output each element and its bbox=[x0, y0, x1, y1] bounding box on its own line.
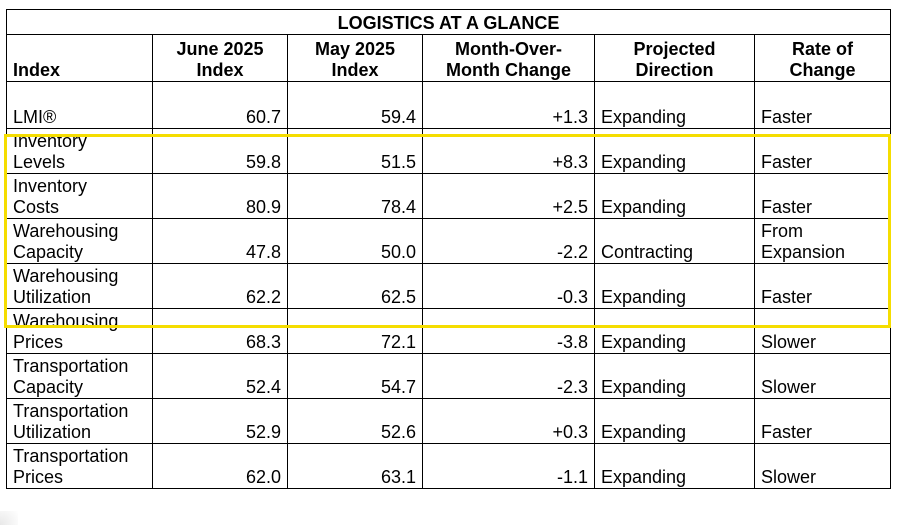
row-change-value: -3.8 bbox=[422, 308, 595, 354]
row-june-value: 47.8 bbox=[152, 218, 288, 264]
header-may-line2: Index bbox=[331, 60, 379, 80]
table-row: Transportation Utilization 52.9 52.6 +0.… bbox=[6, 398, 892, 444]
row-may-value: 62.5 bbox=[287, 263, 423, 309]
header-index: Index bbox=[6, 34, 153, 82]
corner-shadow bbox=[0, 511, 18, 525]
header-rate-line1: Rate of bbox=[792, 39, 854, 59]
row-index-name: LMI® bbox=[6, 81, 153, 129]
header-mom-line2: Month Change bbox=[446, 60, 571, 80]
row-rate: Slower bbox=[753, 353, 892, 399]
row-may-value: 51.5 bbox=[287, 128, 423, 174]
header-june-line1: June 2025 bbox=[176, 39, 264, 59]
row-direction: Expanding bbox=[594, 398, 755, 444]
row-direction: Expanding bbox=[594, 263, 755, 309]
header-direction: Projected Direction bbox=[594, 34, 755, 82]
row-direction: Expanding bbox=[594, 353, 755, 399]
row-change-value: +8.3 bbox=[422, 128, 595, 174]
row-june-value: 52.4 bbox=[152, 353, 288, 399]
logistics-table: LOGISTICS AT A GLANCE Index June 2025 In… bbox=[5, 9, 892, 489]
row-direction: Expanding bbox=[594, 81, 755, 129]
row-rate: Faster bbox=[753, 173, 892, 219]
table-header-row: Index June 2025 Index May 2025 Index Mon… bbox=[6, 34, 892, 82]
row-change-value: +0.3 bbox=[422, 398, 595, 444]
header-may: May 2025 Index bbox=[287, 34, 423, 82]
row-rate: Slower bbox=[753, 443, 892, 489]
row-june-value: 62.0 bbox=[152, 443, 288, 489]
table-row: LMI® 60.7 59.4 +1.3 Expanding Faster bbox=[6, 81, 892, 129]
row-june-value: 52.9 bbox=[152, 398, 288, 444]
row-index-name: Inventory Costs bbox=[6, 173, 153, 219]
row-may-value: 72.1 bbox=[287, 308, 423, 354]
row-may-value: 63.1 bbox=[287, 443, 423, 489]
header-dir-line2: Direction bbox=[635, 60, 714, 80]
header-mom-line1: Month-Over- bbox=[455, 39, 562, 59]
row-june-value: 62.2 bbox=[152, 263, 288, 309]
row-direction: Contracting bbox=[594, 218, 755, 264]
header-june-line2: Index bbox=[196, 60, 244, 80]
row-june-value: 68.3 bbox=[152, 308, 288, 354]
row-change-value: -0.3 bbox=[422, 263, 595, 309]
row-direction: Expanding bbox=[594, 128, 755, 174]
row-may-value: 50.0 bbox=[287, 218, 423, 264]
header-index-label: Index bbox=[13, 60, 61, 80]
header-dir-line1: Projected bbox=[633, 39, 716, 59]
row-may-value: 78.4 bbox=[287, 173, 423, 219]
row-index-name: Warehousing Capacity bbox=[6, 218, 153, 264]
row-change-value: +2.5 bbox=[422, 173, 595, 219]
row-index-name: Transportation Capacity bbox=[6, 353, 153, 399]
table-row: Warehousing Utilization 62.2 62.5 -0.3 E… bbox=[6, 263, 892, 309]
row-june-value: 60.7 bbox=[152, 81, 288, 129]
table-row: Inventory Levels 59.8 51.5 +8.3 Expandin… bbox=[6, 128, 892, 174]
row-change-value: -1.1 bbox=[422, 443, 595, 489]
row-change-value: +1.3 bbox=[422, 81, 595, 129]
row-may-value: 52.6 bbox=[287, 398, 423, 444]
row-rate: Slower bbox=[753, 308, 892, 354]
row-rate: Faster bbox=[753, 128, 892, 174]
table-row: Transportation Capacity 52.4 54.7 -2.3 E… bbox=[6, 353, 892, 399]
table-row: Inventory Costs 80.9 78.4 +2.5 Expanding… bbox=[6, 173, 892, 219]
row-june-value: 80.9 bbox=[152, 173, 288, 219]
row-direction: Expanding bbox=[594, 443, 755, 489]
row-rate: Faster bbox=[753, 81, 892, 129]
header-mom-change: Month-Over- Month Change bbox=[422, 34, 595, 82]
row-june-value: 59.8 bbox=[152, 128, 288, 174]
table-title-row: LOGISTICS AT A GLANCE bbox=[5, 9, 892, 35]
row-change-value: -2.3 bbox=[422, 353, 595, 399]
row-rate: Faster bbox=[753, 263, 892, 309]
row-may-value: 59.4 bbox=[287, 81, 423, 129]
header-may-line1: May 2025 bbox=[314, 39, 396, 59]
row-direction: Expanding bbox=[594, 308, 755, 354]
row-rate: Faster bbox=[753, 398, 892, 444]
table-title: LOGISTICS AT A GLANCE bbox=[5, 9, 892, 35]
row-change-value: -2.2 bbox=[422, 218, 595, 264]
row-index-name: Warehousing Utilization bbox=[6, 263, 153, 309]
table-row: Warehousing Prices 68.3 72.1 -3.8 Expand… bbox=[6, 308, 892, 354]
header-june: June 2025 Index bbox=[152, 34, 288, 82]
header-rate-line2: Change bbox=[789, 60, 856, 80]
table-row: Transportation Prices 62.0 63.1 -1.1 Exp… bbox=[6, 443, 892, 489]
header-rate: Rate of Change bbox=[753, 34, 892, 82]
row-may-value: 54.7 bbox=[287, 353, 423, 399]
row-index-name: Warehousing Prices bbox=[6, 308, 153, 354]
row-index-name: Transportation Prices bbox=[6, 443, 153, 489]
row-index-name: Inventory Levels bbox=[6, 128, 153, 174]
row-index-name: Transportation Utilization bbox=[6, 398, 153, 444]
row-rate: From Expansion bbox=[753, 218, 892, 264]
row-direction: Expanding bbox=[594, 173, 755, 219]
table-row: Warehousing Capacity 47.8 50.0 -2.2 Cont… bbox=[6, 218, 892, 264]
